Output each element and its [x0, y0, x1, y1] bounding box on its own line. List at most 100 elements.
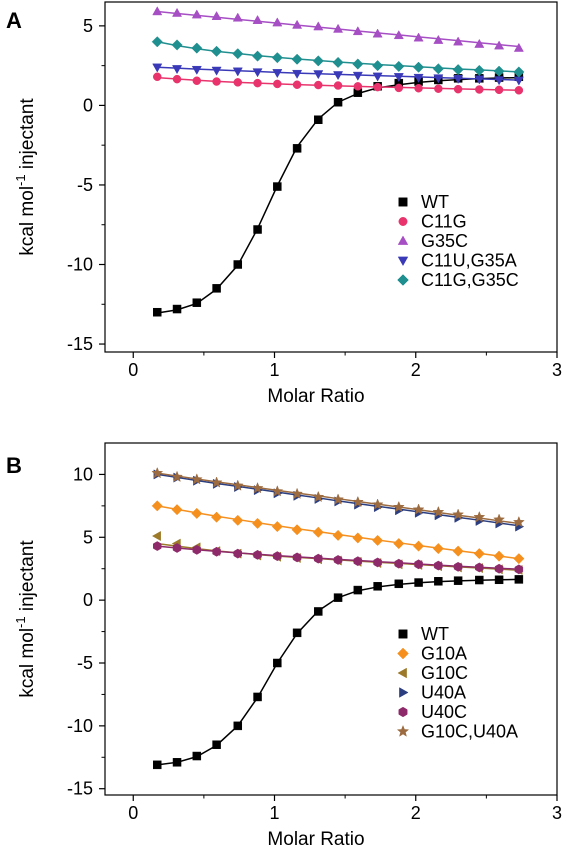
data-point [172, 758, 182, 767]
data-point [372, 28, 383, 38]
x-tick-label: 0 [128, 360, 138, 380]
series-g10a [151, 500, 525, 565]
data-point [210, 476, 223, 488]
data-point [151, 36, 163, 48]
data-point [352, 58, 364, 70]
data-point [253, 549, 262, 560]
series-g10c-u40a [151, 466, 525, 528]
data-point [152, 6, 163, 16]
data-point [373, 582, 382, 591]
data-point [414, 83, 423, 93]
data-point [273, 551, 282, 562]
data-point [211, 511, 223, 523]
data-point [191, 507, 203, 519]
data-point [453, 84, 463, 94]
x-tick-label: 3 [552, 360, 562, 380]
data-point [333, 555, 343, 565]
y-tick-label: -15 [67, 779, 93, 799]
data-point [414, 578, 423, 587]
y-tick-label: -5 [77, 175, 93, 195]
data-point [352, 26, 363, 36]
data-point [151, 500, 163, 512]
data-point [513, 66, 525, 78]
data-point [273, 79, 282, 89]
y-tick-label: 5 [83, 527, 93, 547]
data-point [172, 65, 183, 75]
data-point [172, 543, 182, 553]
data-point [333, 593, 343, 602]
data-point [432, 63, 444, 75]
data-point [351, 495, 364, 508]
data-point [413, 61, 425, 73]
legend-marker [397, 256, 409, 267]
data-point [332, 529, 344, 541]
data-point [153, 541, 162, 551]
data-point [212, 284, 221, 293]
data-point [153, 760, 162, 770]
data-point [291, 53, 303, 65]
data-point [473, 64, 485, 76]
data-point [313, 21, 324, 31]
y-axis-label-superscript: -1 [13, 174, 28, 186]
data-point [172, 7, 183, 17]
data-point [251, 481, 264, 494]
data-point [493, 513, 506, 525]
data-point [272, 69, 283, 79]
data-point [434, 560, 443, 571]
legend-marker [397, 235, 409, 245]
data-point [512, 515, 525, 528]
legend-label: G10A [421, 644, 467, 664]
data-point [192, 298, 202, 307]
data-point [314, 553, 323, 564]
data-point [171, 39, 183, 51]
x-tick-label: 1 [269, 360, 279, 380]
data-point [373, 557, 382, 568]
y-tick-label: -10 [67, 716, 93, 736]
chart-panel-b: B 0 1 2 3 10 5 0 -5 -10 -15 Molar Ratio kcal mol-1 i… [6, 442, 562, 850]
legend-marker [398, 217, 408, 226]
data-point [473, 548, 485, 560]
data-point [475, 85, 484, 94]
data-point [211, 45, 223, 57]
plot-frame [104, 1, 558, 353]
x-tick-label: 2 [411, 803, 421, 823]
data-point [252, 68, 263, 78]
data-point [292, 80, 302, 89]
legend-marker [398, 197, 408, 207]
data-point [314, 115, 323, 124]
data-point [273, 658, 282, 668]
data-point [271, 485, 284, 497]
y-axis-label-superscript: -1 [13, 616, 28, 628]
y-axis-label: kcal mol-1 injectant [13, 540, 38, 698]
data-point [434, 84, 443, 93]
legend-marker [396, 724, 410, 737]
data-point [494, 85, 504, 95]
legend-marker [399, 687, 409, 698]
data-point [513, 42, 524, 52]
data-point [392, 500, 405, 513]
data-point [152, 63, 163, 73]
data-point [232, 12, 243, 22]
data-point [333, 97, 343, 107]
legend-label: C11G [421, 212, 467, 232]
data-point [513, 553, 525, 565]
data-point [514, 575, 524, 584]
data-point [333, 81, 343, 90]
data-point [332, 493, 345, 505]
data-point [252, 14, 263, 24]
data-point [373, 82, 382, 92]
data-point [192, 76, 202, 85]
data-point [394, 558, 404, 569]
data-point [273, 182, 282, 191]
panel-label: A [6, 8, 22, 33]
data-point [494, 40, 505, 50]
y-tick-label: 0 [83, 590, 93, 610]
y-tick-label: -15 [67, 334, 93, 354]
data-point [291, 524, 303, 536]
data-point [433, 74, 444, 84]
data-point [352, 532, 364, 544]
data-point [474, 38, 485, 48]
data-point [233, 78, 243, 87]
